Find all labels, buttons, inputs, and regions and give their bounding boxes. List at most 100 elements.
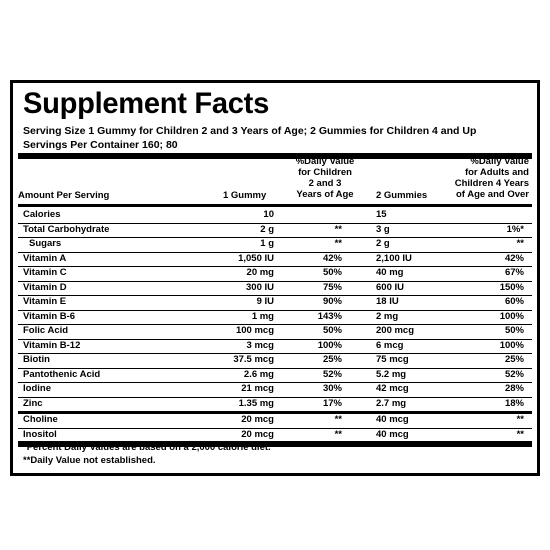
- nutrient-name: Vitamin B-12: [23, 339, 81, 351]
- header-dv2: %Daily Value for Adults and Children 4 Y…: [454, 156, 529, 200]
- amount-1-gummy: 1.35 mg: [238, 397, 274, 409]
- daily-value-adults: 100%: [499, 339, 524, 351]
- daily-value-children: 17%: [322, 397, 342, 409]
- amount-2-gummies: 6 mcg: [376, 339, 404, 351]
- amount-1-gummy: 10: [263, 209, 274, 220]
- nutrient-name: Vitamin A: [23, 252, 67, 264]
- amount-1-gummy: 1 mg: [251, 310, 274, 322]
- amount-2-gummies: 15: [376, 209, 387, 220]
- amount-2-gummies: 2,100 IU: [376, 252, 412, 264]
- header-amount: Amount Per Serving: [18, 190, 110, 201]
- nutrient-name: Vitamin E: [23, 296, 67, 307]
- amount-1-gummy: 20 mcg: [241, 414, 274, 425]
- amount-2-gummies: 2 g: [376, 238, 390, 249]
- amount-2-gummies: 40 mcg: [376, 414, 409, 425]
- nutrient-name: Vitamin D: [23, 281, 67, 293]
- nutrient-name: Calories: [23, 209, 61, 220]
- daily-value-adults: 1%*: [506, 223, 524, 235]
- amount-2-gummies: 40 mg: [376, 267, 404, 278]
- daily-value-adults: 28%: [504, 383, 524, 394]
- nutrient-name: Total Carbohydrate: [23, 223, 110, 235]
- table-row: Biotin 37.5 mcg 25% 75 mcg 25%: [18, 353, 532, 369]
- amount-2-gummies: 3 g: [376, 223, 390, 235]
- daily-value-children: 30%: [322, 383, 342, 394]
- table-row: Choline 20 mcg ** 40 mcg **: [18, 413, 532, 429]
- daily-value-adults: 60%: [504, 296, 524, 307]
- daily-value-adults: 150%: [499, 281, 524, 293]
- amount-1-gummy: 20 mg: [246, 267, 274, 278]
- amount-1-gummy: 100 mcg: [235, 325, 274, 336]
- footnote-percent: *Percent Daily Values are based on a 2,0…: [23, 442, 271, 453]
- nutrient-name: Iodine: [23, 383, 51, 394]
- table-row: Vitamin A 1,050 IU 42% 2,100 IU 42%: [18, 252, 532, 267]
- daily-value-children: **: [334, 414, 342, 425]
- divider-header: [18, 204, 532, 207]
- nutrient-name: Pantothenic Acid: [23, 368, 101, 380]
- daily-value-children: **: [334, 223, 342, 235]
- amount-1-gummy: 3 mcg: [246, 339, 274, 351]
- daily-value-children: 75%: [322, 281, 342, 293]
- amount-1-gummy: 21 mcg: [241, 383, 274, 394]
- divider-bottom: [18, 441, 532, 447]
- nutrient-name: Inositol: [23, 428, 57, 440]
- daily-value-children: 50%: [322, 325, 342, 336]
- daily-value-adults: 100%: [499, 310, 524, 322]
- table-row: Folic Acid 100 mcg 50% 200 mcg 50%: [18, 324, 532, 340]
- nutrient-name: Vitamin B-6: [23, 310, 76, 322]
- nutrient-name: Choline: [23, 414, 58, 425]
- daily-value-children: 100%: [317, 339, 342, 351]
- amount-1-gummy: 37.5 mcg: [233, 354, 274, 365]
- nutrient-name: Sugars: [29, 238, 62, 249]
- daily-value-adults: 52%: [504, 368, 524, 380]
- daily-value-adults: 25%: [504, 354, 524, 365]
- table-row: Vitamin B-6 1 mg 143% 2 mg 100%: [18, 310, 532, 325]
- header-dv1: %Daily Value for Children 2 and 3 Years …: [295, 156, 355, 200]
- amount-2-gummies: 40 mcg: [376, 428, 409, 440]
- nutrient-name: Folic Acid: [23, 325, 69, 336]
- header-qty1: 1 Gummy: [223, 190, 267, 201]
- serving-size: Serving Size 1 Gummy for Children 2 and …: [23, 125, 477, 137]
- panel-title: Supplement Facts: [23, 87, 269, 120]
- amount-2-gummies: 200 mcg: [376, 325, 415, 336]
- servings-per-container: Servings Per Container 160; 80: [23, 139, 178, 151]
- divider-thick: [18, 153, 532, 159]
- table-row: Calories 10 15: [18, 208, 532, 224]
- amount-2-gummies: 5.2 mg: [376, 368, 407, 380]
- table-row: Zinc 1.35 mg 17% 2.7 mg 18%: [18, 397, 532, 414]
- amount-2-gummies: 75 mcg: [376, 354, 409, 365]
- table-row: Inositol 20 mcg ** 40 mcg **: [18, 428, 532, 443]
- daily-value-adults: **: [516, 414, 524, 425]
- amount-2-gummies: 2 mg: [376, 310, 399, 322]
- daily-value-children: **: [334, 428, 342, 440]
- amount-1-gummy: 20 mcg: [241, 428, 274, 440]
- table-row: Pantothenic Acid 2.6 mg 52% 5.2 mg 52%: [18, 368, 532, 383]
- daily-value-adults: **: [516, 238, 524, 249]
- table-row: Vitamin B-12 3 mcg 100% 6 mcg 100%: [18, 339, 532, 354]
- daily-value-adults: 67%: [504, 267, 524, 278]
- nutrient-name: Biotin: [23, 354, 50, 365]
- daily-value-adults: **: [516, 428, 524, 440]
- daily-value-children: 90%: [322, 296, 342, 307]
- table-row: Iodine 21 mcg 30% 42 mcg 28%: [18, 382, 532, 398]
- amount-1-gummy: 1 g: [260, 238, 274, 249]
- daily-value-children: 50%: [322, 267, 342, 278]
- footnote-not-established: **Daily Value not established.: [23, 455, 156, 466]
- daily-value-children: 42%: [322, 252, 342, 264]
- table-row: Total Carbohydrate 2 g ** 3 g 1%*: [18, 223, 532, 238]
- supplement-facts-panel: Supplement Facts Serving Size 1 Gummy fo…: [10, 80, 540, 476]
- daily-value-children: 52%: [322, 368, 342, 380]
- daily-value-children: 25%: [322, 354, 342, 365]
- amount-1-gummy: 9 IU: [256, 296, 274, 307]
- table-row: Vitamin D 300 IU 75% 600 IU 150%: [18, 281, 532, 296]
- amount-1-gummy: 1,050 IU: [238, 252, 274, 264]
- daily-value-adults: 50%: [504, 325, 524, 336]
- daily-value-children: **: [334, 238, 342, 249]
- table-row: Vitamin C 20 mg 50% 40 mg 67%: [18, 266, 532, 282]
- header-qty2: 2 Gummies: [376, 190, 428, 201]
- daily-value-children: 143%: [317, 310, 342, 322]
- amount-1-gummy: 2.6 mg: [243, 368, 274, 380]
- amount-2-gummies: 18 IU: [376, 296, 399, 307]
- amount-2-gummies: 42 mcg: [376, 383, 409, 394]
- amount-2-gummies: 600 IU: [376, 281, 404, 293]
- amount-2-gummies: 2.7 mg: [376, 397, 407, 409]
